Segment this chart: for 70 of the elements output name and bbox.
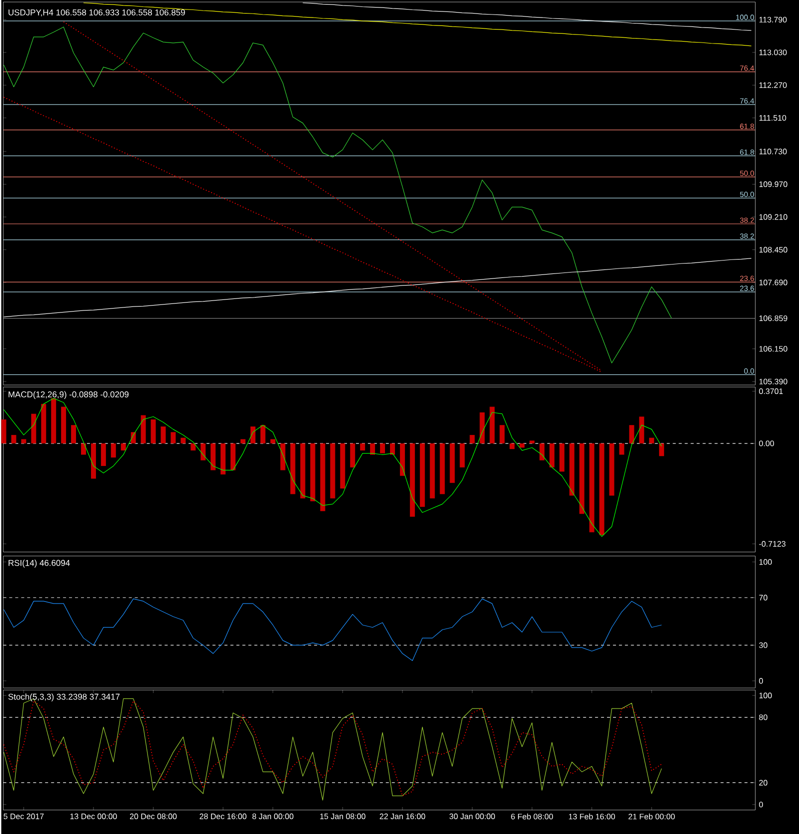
- bar: [569, 443, 574, 496]
- bar: [250, 426, 256, 444]
- bar: [1, 419, 6, 444]
- bar: [380, 443, 385, 454]
- text: USDJPY,H4 106.558 106.933 106.558 106.859: [8, 9, 185, 16]
- bar: [41, 404, 46, 444]
- bar: [440, 443, 445, 494]
- bar: [320, 443, 326, 512]
- bar: [599, 443, 604, 536]
- bar: [420, 443, 425, 507]
- bar: [150, 419, 156, 444]
- bar: [629, 425, 634, 444]
- bar: [350, 443, 355, 468]
- bar: [619, 443, 624, 455]
- bar: [21, 439, 26, 444]
- bar: [170, 432, 176, 444]
- bar: [609, 443, 614, 496]
- bar: [539, 443, 544, 460]
- bar: [290, 443, 296, 494]
- chart-title: RSI(14) 46.6094: [8, 560, 70, 568]
- bar: [80, 443, 86, 455]
- chart-title: MACD(12,26,9) -0.0898 -0.0209: [8, 391, 128, 400]
- bar: [120, 443, 126, 450]
- bar: [260, 425, 266, 444]
- bar: [410, 443, 415, 517]
- bar: [490, 406, 495, 444]
- bar: [549, 443, 554, 468]
- bar: [50, 398, 56, 444]
- bar: [70, 425, 76, 444]
- bar: [390, 443, 395, 455]
- bar: [230, 443, 236, 470]
- bar: [649, 438, 654, 444]
- bar: [160, 426, 166, 444]
- bar: [140, 415, 146, 444]
- bar: [31, 414, 36, 444]
- bar: [270, 439, 276, 444]
- bar: [658, 443, 664, 456]
- bar: [180, 438, 186, 444]
- bar: [460, 443, 465, 468]
- bar: [579, 443, 584, 514]
- bar: [589, 443, 594, 532]
- bar: [519, 443, 524, 448]
- bar: [240, 439, 246, 444]
- bar: [300, 443, 306, 498]
- bar: [500, 425, 504, 444]
- bar: [110, 443, 116, 458]
- bar: [200, 443, 206, 460]
- bar: [370, 443, 375, 455]
- bar: [509, 443, 514, 450]
- chart-title: Stoch(5,3,3) 33.2398 37.3417: [8, 693, 120, 702]
- bar: [90, 443, 96, 479]
- bar: [430, 443, 435, 498]
- bar: [190, 443, 196, 450]
- bar: [330, 443, 336, 498]
- line-series: [3, 26, 672, 364]
- bar: [559, 443, 564, 472]
- bar: [340, 443, 346, 489]
- bar: [280, 443, 286, 470]
- bar: [529, 440, 534, 444]
- bar: [360, 443, 365, 450]
- bar: [400, 443, 405, 476]
- bar: [470, 434, 475, 444]
- bar: [60, 406, 66, 444]
- bar: [100, 443, 106, 466]
- bar: [639, 416, 644, 444]
- bar: [480, 412, 485, 444]
- bar: [210, 443, 216, 470]
- bar: [450, 443, 455, 483]
- bar: [11, 434, 16, 444]
- bar: [220, 443, 226, 474]
